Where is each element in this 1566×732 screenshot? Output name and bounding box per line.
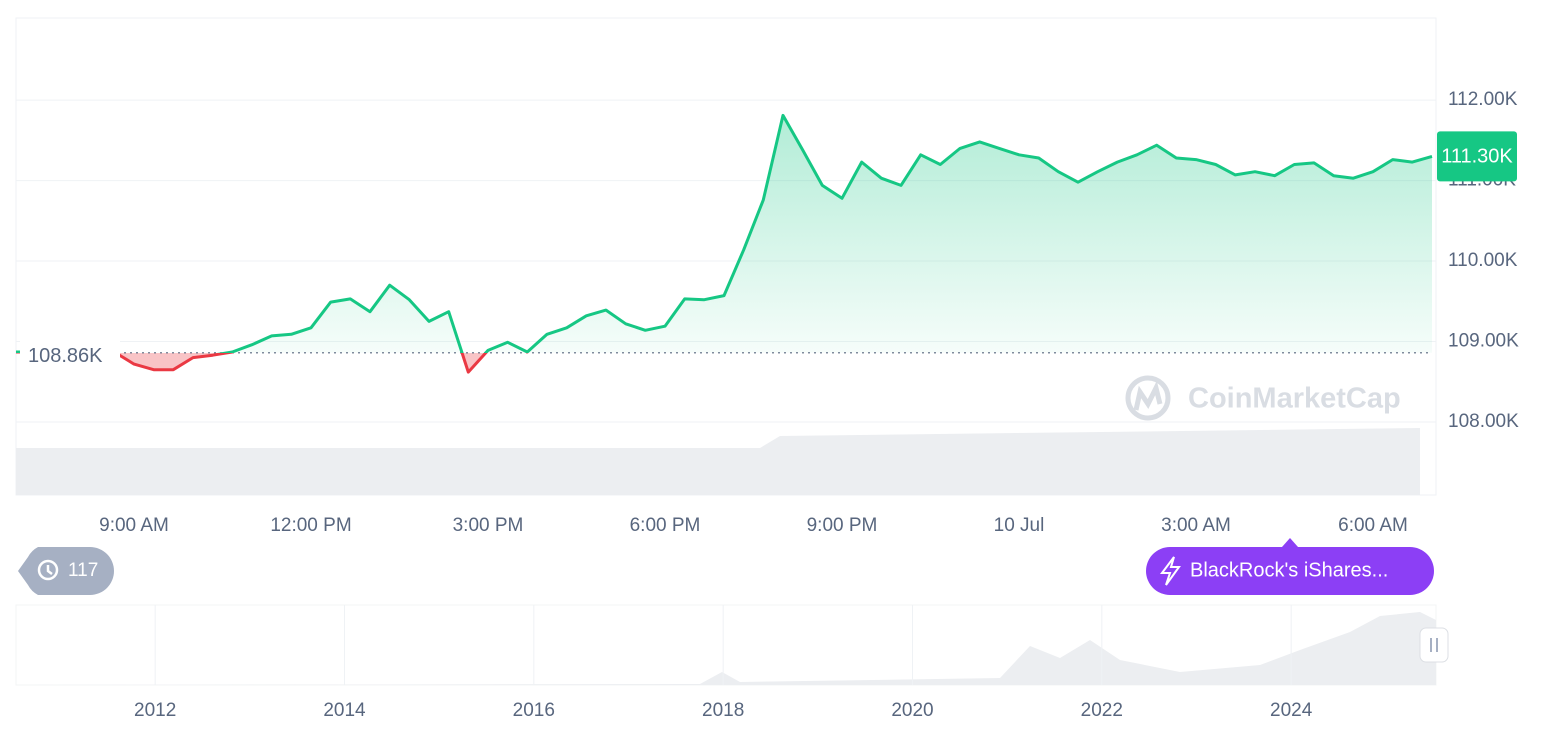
news-badge[interactable]: BlackRock's iShares... [1146,538,1434,595]
news-pill[interactable] [1146,547,1434,595]
navigator-tick-label: 2020 [891,700,933,721]
navigator-tick-label: 2022 [1081,700,1123,721]
volume-shape [16,428,1420,495]
x-tick-label: 9:00 PM [807,515,878,536]
watermark-text: CoinMarketCap [1188,383,1401,415]
price-area [16,115,1432,373]
price-line [16,113,1433,374]
baseline-label: 108.86K [28,345,103,367]
current-price-label: 111.30K [1441,146,1513,168]
history-pill[interactable] [18,547,114,595]
x-tick-label: 10 Jul [994,515,1045,536]
x-tick-label: 9:00 AM [99,515,169,536]
navigator-tick-label: 2024 [1270,700,1313,721]
x-tick-label: 3:00 AM [1161,515,1231,536]
x-tick-label: 6:00 PM [630,515,701,536]
x-tick-label: 6:00 AM [1338,515,1408,536]
y-tick-label: 108.00K [1448,411,1519,432]
watermark: CoinMarketCap [1125,375,1401,421]
navigator-tick-label: 2018 [702,700,744,721]
y-tick-label: 110.00K [1448,250,1518,271]
navigator-tick-label: 2016 [513,700,555,721]
navigator-tick-label: 2014 [323,700,366,721]
baseline-label-bg [20,338,120,367]
x-tick-label: 12:00 PM [270,515,351,536]
y-tick-label: 109.00K [1448,331,1519,352]
navigator-area [16,612,1436,685]
navigator-handle[interactable] [1419,627,1449,663]
y-tick-label: 112.00K [1448,89,1518,110]
navigator-tick-label: 2012 [134,700,176,721]
news-text[interactable]: BlackRock's iShares... [1190,559,1388,581]
history-badge[interactable]: 117 [18,547,114,595]
history-count[interactable]: 117 [68,560,98,581]
current-price-tag [1437,131,1517,182]
x-tick-label: 3:00 PM [453,515,524,536]
